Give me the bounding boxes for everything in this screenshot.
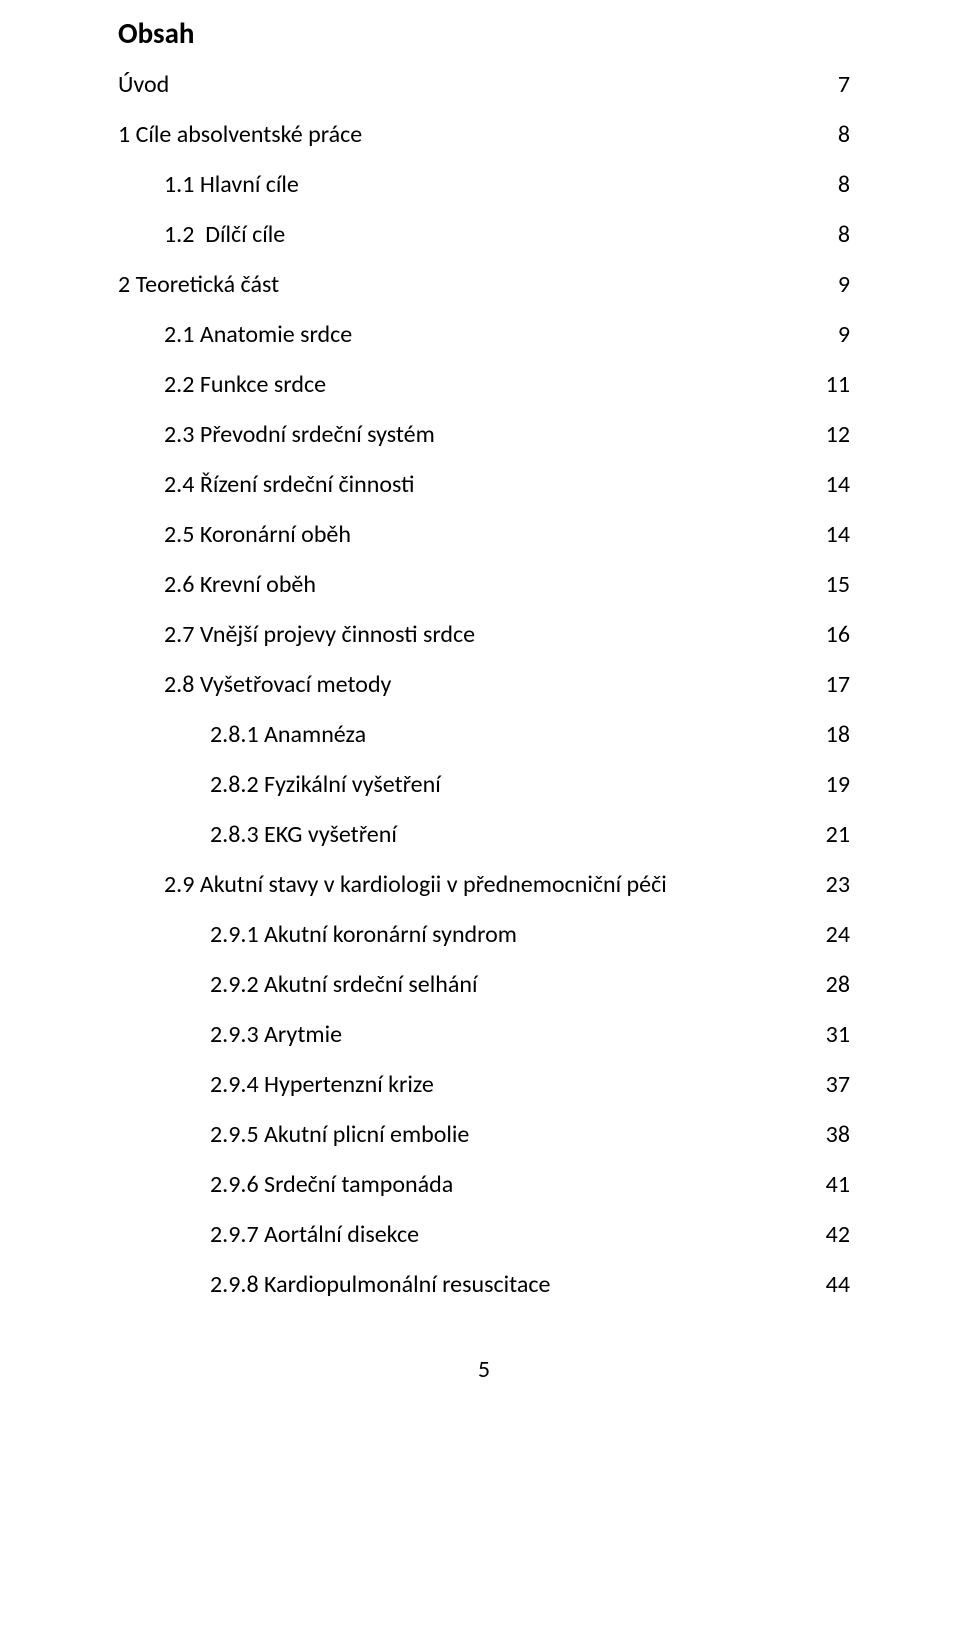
toc-entry-label: 2.2 Funkce srdce — [164, 373, 326, 397]
toc-row: 2.9.3 Arytmie 31 — [118, 1023, 850, 1047]
toc-entry-page: 31 — [814, 1023, 850, 1047]
toc-entry-page: 44 — [814, 1273, 850, 1297]
toc-list: Úvod71 Cíle absolventské práce81.1 Hlavn… — [118, 73, 850, 1297]
toc-entry-page: 28 — [814, 973, 850, 997]
toc-row: 2.6 Krevní oběh 15 — [118, 573, 850, 597]
toc-row: 1.1 Hlavní cíle 8 — [118, 173, 850, 197]
toc-entry-label: 2.9.1 Akutní koronární syndrom — [210, 923, 517, 947]
toc-row: 2 Teoretická část 9 — [118, 273, 850, 297]
toc-entry-page: 15 — [814, 573, 850, 597]
toc-row: 2.8 Vyšetřovací metody 17 — [118, 673, 850, 697]
toc-entry-label: 2.4 Řízení srdeční činnosti — [164, 473, 414, 497]
toc-row: 2.5 Koronární oběh 14 — [118, 523, 850, 547]
toc-entry-page: 37 — [814, 1073, 850, 1097]
toc-entry-label: 2.6 Krevní oběh — [164, 573, 316, 597]
toc-entry-label: 2.5 Koronární oběh — [164, 523, 351, 547]
toc-entry-label: 2.9.7 Aortální disekce — [210, 1223, 419, 1247]
toc-row: 2.9.7 Aortální disekce 42 — [118, 1223, 850, 1247]
page-number: 5 — [118, 1355, 850, 1384]
toc-entry-page: 8 — [826, 173, 850, 197]
toc-entry-page: 23 — [814, 873, 850, 897]
toc-entry-page: 18 — [814, 723, 850, 747]
toc-entry-label: 1.1 Hlavní cíle — [164, 173, 299, 197]
toc-row: 2.8.1 Anamnéza 18 — [118, 723, 850, 747]
toc-entry-label: 2.8.2 Fyzikální vyšetření — [210, 773, 441, 797]
toc-entry-label: 2.9.4 Hypertenzní krize — [210, 1073, 434, 1097]
toc-row: 2.9.1 Akutní koronární syndrom 24 — [118, 923, 850, 947]
toc-row: 1.2 Dílčí cíle 8 — [118, 223, 850, 247]
toc-entry-label: 2.7 Vnější projevy činnosti srdce — [164, 623, 475, 647]
toc-row: 2.3 Převodní srdeční systém 12 — [118, 423, 850, 447]
toc-entry-label: Úvod — [118, 73, 169, 97]
toc-entry-label: 2.9.6 Srdeční tamponáda — [210, 1173, 453, 1197]
toc-entry-page: 17 — [814, 673, 850, 697]
toc-entry-page: 14 — [814, 473, 850, 497]
toc-entry-label: 2.9.3 Arytmie — [210, 1023, 342, 1047]
toc-row: 1 Cíle absolventské práce 8 — [118, 123, 850, 147]
toc-entry-page: 19 — [814, 773, 850, 797]
toc-entry-page: 9 — [826, 273, 850, 297]
toc-entry-label: 2.3 Převodní srdeční systém — [164, 423, 435, 447]
toc-entry-page: 41 — [814, 1173, 850, 1197]
toc-row: 2.7 Vnější projevy činnosti srdce 16 — [118, 623, 850, 647]
toc-entry-label: 2.9.2 Akutní srdeční selhání — [210, 973, 477, 997]
toc-entry-page: 8 — [826, 223, 850, 247]
toc-entry-page: 14 — [814, 523, 850, 547]
toc-row: 2.8.3 EKG vyšetření 21 — [118, 823, 850, 847]
toc-row: Úvod 7 — [118, 73, 850, 97]
toc-row: 2.8.2 Fyzikální vyšetření 19 — [118, 773, 850, 797]
toc-entry-page: 11 — [814, 373, 850, 397]
toc-entry-page: 8 — [826, 123, 850, 147]
toc-entry-page: 42 — [814, 1223, 850, 1247]
toc-entry-label: 1.2 Dílčí cíle — [164, 223, 285, 247]
toc-entry-page: 38 — [814, 1123, 850, 1147]
toc-entry-label: 2.8.1 Anamnéza — [210, 723, 366, 747]
toc-row: 2.9 Akutní stavy v kardiologii v přednem… — [118, 873, 850, 897]
toc-entry-page: 21 — [814, 823, 850, 847]
toc-row: 2.9.4 Hypertenzní krize 37 — [118, 1073, 850, 1097]
toc-row: 2.9.2 Akutní srdeční selhání 28 — [118, 973, 850, 997]
toc-row: 2.2 Funkce srdce 11 — [118, 373, 850, 397]
toc-entry-page: 24 — [814, 923, 850, 947]
toc-entry-page: 16 — [814, 623, 850, 647]
toc-row: 2.1 Anatomie srdce 9 — [118, 323, 850, 347]
toc-entry-label: 2.8.3 EKG vyšetření — [210, 823, 397, 847]
toc-entry-label: 2.9.5 Akutní plicní embolie — [210, 1123, 469, 1147]
toc-entry-label: 2.1 Anatomie srdce — [164, 323, 352, 347]
toc-row: 2.9.5 Akutní plicní embolie 38 — [118, 1123, 850, 1147]
toc-entry-label: 1 Cíle absolventské práce — [118, 123, 362, 147]
toc-entry-page: 12 — [814, 423, 850, 447]
toc-heading: Obsah — [118, 16, 850, 51]
toc-row: 2.4 Řízení srdeční činnosti 14 — [118, 473, 850, 497]
toc-entry-page: 9 — [826, 323, 850, 347]
toc-row: 2.9.6 Srdeční tamponáda 41 — [118, 1173, 850, 1197]
toc-entry-label: 2.8 Vyšetřovací metody — [164, 673, 391, 697]
toc-row: 2.9.8 Kardiopulmonální resuscitace 44 — [118, 1273, 850, 1297]
toc-entry-label: 2.9 Akutní stavy v kardiologii v přednem… — [164, 873, 667, 897]
toc-entry-label: 2 Teoretická část — [118, 273, 279, 297]
toc-entry-page: 7 — [826, 73, 850, 97]
toc-entry-label: 2.9.8 Kardiopulmonální resuscitace — [210, 1273, 551, 1297]
